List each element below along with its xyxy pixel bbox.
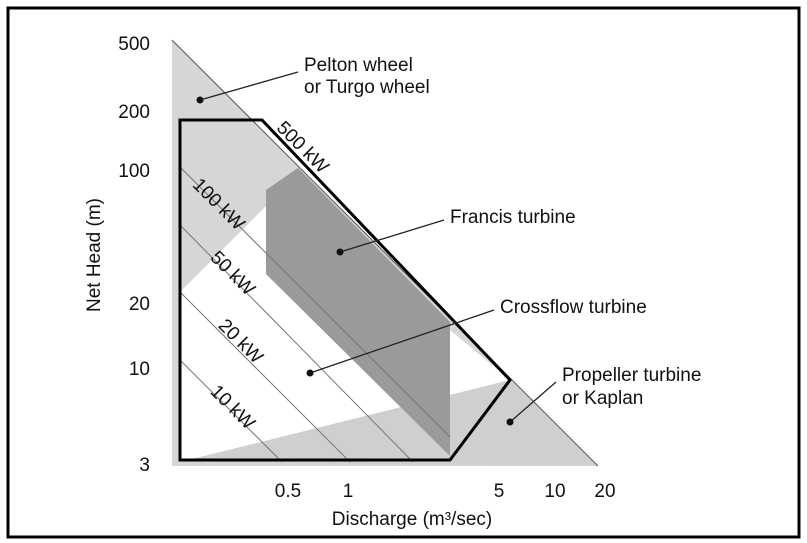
region-label: Propeller turbine	[562, 365, 701, 386]
x-tick-label: 0.5	[275, 481, 301, 502]
leader	[509, 381, 557, 423]
leaders	[199, 71, 557, 423]
y-axis-label: Net Head (m)	[84, 198, 105, 312]
x-tick-label: 10	[544, 481, 565, 502]
y-tick-label: 500	[118, 34, 150, 55]
dot	[506, 418, 514, 426]
region-label: Francis turbine	[450, 207, 576, 228]
power-lines	[179, 166, 451, 463]
leader	[199, 71, 299, 101]
x-ticks: 0.5 1 5 10 20	[275, 481, 616, 502]
dot	[306, 369, 314, 377]
line-20kw	[179, 291, 351, 463]
region-label: or Turgo wheel	[304, 77, 430, 98]
line-100kw	[179, 166, 451, 438]
outline	[178, 118, 512, 462]
francis-area	[266, 168, 450, 456]
region-label: or Kaplan	[562, 388, 643, 409]
line-50kw	[179, 224, 414, 463]
x-axis-label: Discharge (m³/sec)	[332, 509, 492, 530]
line-10kw	[179, 359, 283, 463]
y-ticks: 500 200 100 20 10 3	[118, 34, 150, 476]
y-tick-label: 100	[118, 161, 150, 182]
x-tick-label: 1	[343, 481, 354, 502]
crossflow-area	[180, 206, 450, 462]
white-area	[450, 330, 510, 395]
leader	[309, 309, 495, 374]
leader	[339, 219, 445, 253]
y-tick-label: 10	[129, 359, 150, 380]
y-tick-label: 20	[129, 294, 150, 315]
region-label: Crossflow turbine	[500, 297, 647, 318]
y-tick-label: 200	[118, 102, 150, 123]
dot	[336, 248, 344, 256]
boundary	[171, 39, 599, 467]
leader-dots	[196, 96, 514, 426]
dot	[196, 96, 204, 104]
x-tick-label: 20	[594, 481, 615, 502]
y-tick-label: 3	[139, 455, 150, 476]
region-label: Pelton wheel	[304, 55, 413, 76]
x-tick-label: 5	[494, 481, 505, 502]
